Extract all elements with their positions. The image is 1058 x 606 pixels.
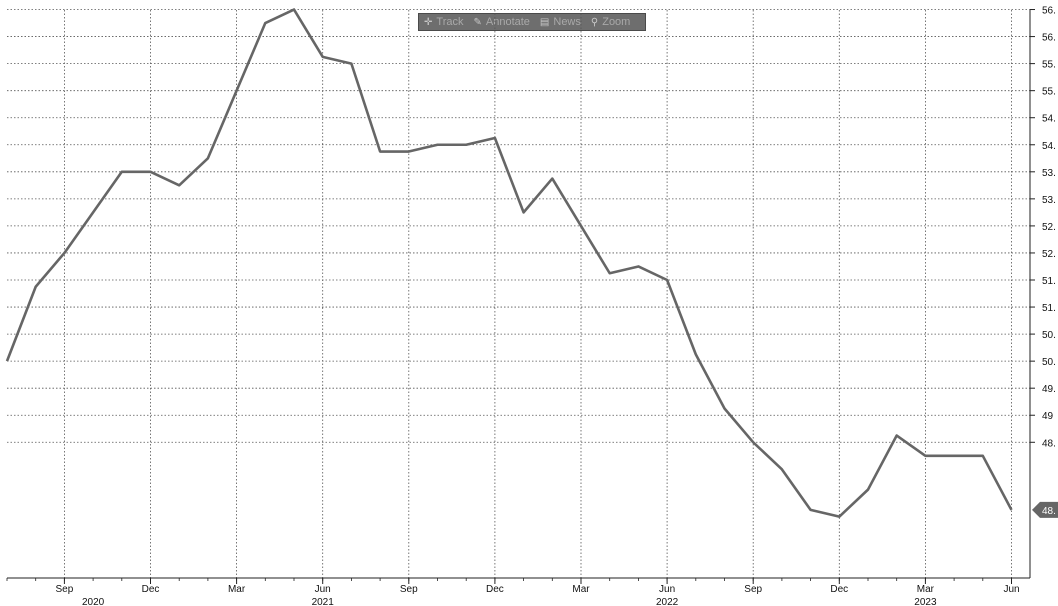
y-tick-label: 56. (1042, 6, 1056, 17)
y-tick-label: 49. (1042, 384, 1056, 395)
x-tick-label: Dec (142, 584, 160, 595)
annotate-button[interactable]: ✎ Annotate (468, 16, 534, 28)
x-tick-label: Jun (315, 584, 331, 595)
x-tick-label: Jun (659, 584, 675, 595)
x-tick-label: Dec (486, 584, 504, 595)
y-tick-label: 55. (1042, 87, 1056, 98)
y-tick-label: 56. (1042, 33, 1056, 44)
track-label: Track (436, 16, 464, 28)
y-tick-label: 48. (1042, 438, 1056, 449)
x-tick-label: Jun (1003, 584, 1019, 595)
zoom-button[interactable]: ⚲ Zoom (586, 16, 635, 28)
news-icon: ▤ (539, 16, 550, 28)
last-value-badge (1032, 501, 1058, 518)
y-tick-label: 52. (1042, 222, 1056, 233)
x-year-label: 2021 (312, 597, 335, 606)
pencil-icon: ✎ (473, 16, 482, 28)
series-layer (5, 8, 1013, 518)
crosshair-icon: ✛ (424, 16, 433, 28)
x-tick-label: Sep (56, 584, 74, 595)
magnifier-icon: ⚲ (590, 16, 599, 28)
series-line (5, 8, 1013, 518)
y-tick-label: 52. (1042, 249, 1056, 260)
axes (6, 9, 1035, 584)
y-tick-label: 51. (1042, 276, 1056, 287)
labels: 56. 56. 55. 55. 54. 54. 53. 53. 52. 52. 51. 51. 50. 5… (56, 6, 1058, 606)
y-tick-label: 54. (1042, 114, 1056, 125)
track-button[interactable]: ✛ Track (419, 16, 468, 28)
y-tick-label: 49 (1042, 411, 1054, 422)
x-year-label: 2020 (82, 597, 105, 606)
last-value-label: 48. (1042, 506, 1056, 517)
y-tick-label: 51. (1042, 303, 1056, 314)
x-year-label: 2022 (656, 597, 679, 606)
y-tick-label: 50. (1042, 330, 1056, 341)
zoom-label: Zoom (602, 16, 631, 28)
y-tick-label: 54. (1042, 141, 1056, 152)
grid (7, 9, 1030, 578)
news-button[interactable]: ▤ News (535, 16, 586, 28)
y-tick-label: 55. (1042, 60, 1056, 71)
y-tick-label: 53. (1042, 168, 1056, 179)
x-tick-label: Mar (572, 584, 590, 595)
x-tick-label: Dec (830, 584, 848, 595)
x-tick-label: Sep (744, 584, 762, 595)
x-tick-label: Sep (400, 584, 418, 595)
annotate-label: Annotate (485, 16, 530, 28)
x-tick-label: Mar (917, 584, 935, 595)
chart-toolbar: ✛ Track ✎ Annotate ▤ News ⚲ Zoom (418, 13, 646, 31)
y-tick-label: 53. (1042, 195, 1056, 206)
x-year-label: 2023 (914, 597, 937, 606)
news-label: News (553, 16, 581, 28)
x-tick-label: Mar (228, 584, 246, 595)
y-tick-label: 50. (1042, 357, 1056, 368)
